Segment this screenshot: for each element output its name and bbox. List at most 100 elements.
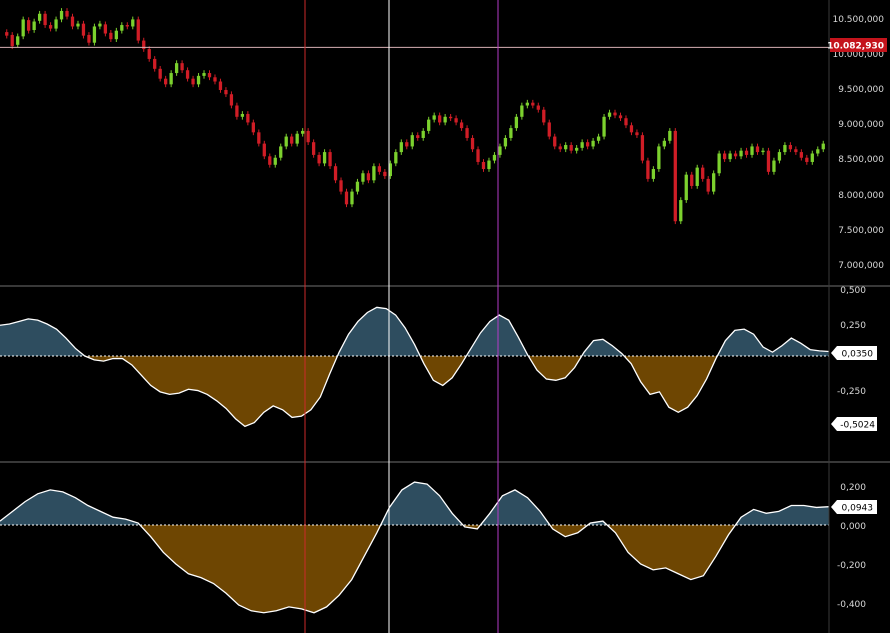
candle-body [733,153,738,157]
candle-body [542,109,546,123]
osc1-axis-label: 0,500 [840,286,866,296]
candle-body [679,200,683,222]
oscillator-pane-2 [0,481,830,614]
osc1-min-label: -0,5024 [840,421,875,431]
candle-body [103,24,108,34]
last-price-badge [830,38,887,52]
candle-body [224,89,228,95]
candle-body [629,125,634,133]
candle-body [65,10,69,17]
candle-body [580,142,584,148]
candle-body [114,30,118,40]
candle-body [251,122,255,133]
candle-body [476,149,480,162]
candle-body [717,153,721,174]
candle-body [350,191,354,205]
candle-body [498,146,502,155]
candle-body [416,135,420,138]
candle-body [547,122,551,137]
candle-body [509,128,513,138]
candle-body [98,23,102,27]
osc2-area-negative [0,525,829,613]
candle-body [383,171,387,177]
osc2-axis-label: 0,000 [840,522,866,532]
candle-body [805,157,809,162]
candle-body [624,118,628,126]
oscillator-1-axis: 0,500 0,250 -0,250 0,0350 -0,5024 [831,286,877,431]
candle-body [306,130,310,143]
candle-body [646,160,650,179]
candle-body [536,105,540,110]
candle-body [690,174,694,186]
osc1-value-label: 0,0350 [842,350,874,360]
candle-body [722,153,727,160]
candle-body [673,130,677,222]
candle-body [32,21,36,30]
candle-body [514,116,519,129]
osc1-axis-label: 0,250 [840,321,866,331]
osc2-axis-label: -0,200 [837,561,866,571]
candle-body [355,181,360,192]
osc1-min-badge [831,417,877,431]
candle-body [750,146,754,155]
osc2-value-label: 0,0943 [842,504,874,514]
candle-body [284,136,288,147]
candle-body [744,150,749,155]
candle-body [438,115,442,123]
candle-body [821,143,825,150]
candle-body [421,130,425,138]
candle-body [5,32,9,36]
candle-body [558,146,562,150]
candle-body [640,135,645,161]
candle-body [816,149,820,154]
osc2-line [0,481,830,614]
candle-body [377,166,382,172]
candle-body [218,81,223,90]
candle-body [657,146,661,170]
candle-body [761,150,765,153]
candle-body [635,132,639,136]
candle-body [54,19,58,29]
candle-body [87,34,91,43]
candle-body [273,157,277,165]
candle-body [596,136,601,141]
candle-body [76,23,80,27]
candle-body [246,113,250,123]
candle-body [662,140,666,147]
candle-body [10,34,14,47]
vertical-cursor-lines [304,0,499,633]
candle-body [240,113,245,117]
candle-body [706,178,710,192]
candle-body [388,163,392,177]
candle-body [443,116,447,123]
candle-body [317,154,321,164]
candle-body [109,32,113,40]
candle-body [257,132,261,144]
price-axis: 10.500,000 10.000,000 9.500,000 9.000,00… [827,15,887,271]
candle-body [180,63,184,71]
osc2-axis-label: 0,200 [840,483,866,493]
candle-body [427,119,431,131]
candle-body [92,26,97,43]
candle-body [607,112,612,117]
candle-body [432,115,436,120]
candle-body [591,140,595,147]
candle-body [777,152,782,161]
price-pane [0,8,829,225]
candle-body [410,135,414,147]
candle-body [739,150,743,157]
candle-body [229,94,234,106]
oscillator-pane-1 [0,306,830,428]
candle-body [701,167,705,179]
last-price-label: 10.082,930 [827,42,884,52]
candle-body [279,146,283,158]
osc1-area-negative [0,356,829,427]
osc1-line [0,306,830,428]
candle-body [503,137,508,147]
candle-body [481,161,486,170]
candle-body [448,116,453,119]
candle-body [142,40,146,50]
